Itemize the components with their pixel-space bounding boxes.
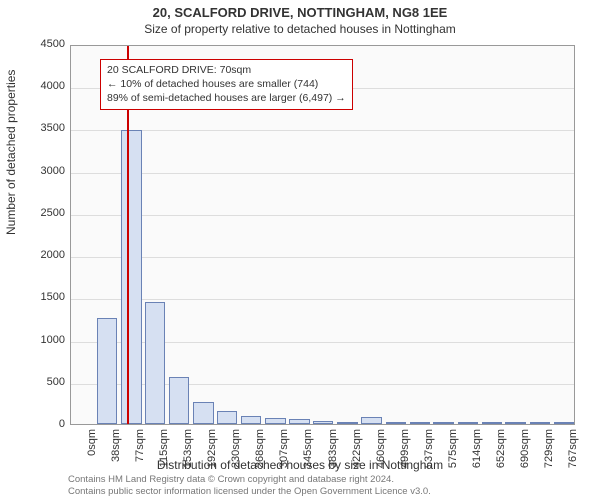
y-tick-label: 3500 — [15, 122, 65, 134]
x-tick-label: 652sqm — [495, 429, 507, 479]
info-line1: 20 SCALFORD DRIVE: 70sqm — [107, 63, 346, 77]
y-tick-label: 4500 — [15, 38, 65, 50]
histogram-bar — [145, 302, 165, 424]
y-tick-label: 3000 — [15, 165, 65, 177]
x-tick-label: 460sqm — [375, 429, 387, 479]
gridline — [71, 299, 574, 300]
x-tick-label: 345sqm — [302, 429, 314, 479]
x-tick-label: 383sqm — [327, 429, 339, 479]
y-tick-label: 4000 — [15, 80, 65, 92]
histogram-bar — [313, 421, 333, 424]
histogram-bar — [386, 422, 406, 424]
histogram-bar — [289, 419, 309, 424]
y-tick-label: 1500 — [15, 291, 65, 303]
histogram-bar — [482, 422, 502, 424]
info-line2: ← 10% of detached houses are smaller (74… — [107, 77, 346, 91]
histogram-bar — [121, 130, 141, 424]
histogram-bar — [337, 422, 357, 424]
histogram-bar — [217, 411, 237, 424]
gridline — [71, 173, 574, 174]
x-tick-label: 307sqm — [278, 429, 290, 479]
histogram-bar — [505, 422, 525, 424]
footer-line2: Contains public sector information licen… — [68, 486, 431, 497]
histogram-bar — [265, 418, 285, 424]
chart-title-main: 20, SCALFORD DRIVE, NOTTINGHAM, NG8 1EE — [0, 5, 600, 20]
histogram-bar — [530, 422, 550, 424]
histogram-bar — [97, 318, 117, 424]
x-tick-label: 77sqm — [134, 429, 146, 479]
x-tick-label: 767sqm — [567, 429, 579, 479]
gridline — [71, 130, 574, 131]
x-tick-label: 268sqm — [254, 429, 266, 479]
x-tick-label: 230sqm — [230, 429, 242, 479]
histogram-bar — [554, 422, 574, 424]
histogram-bar — [193, 402, 213, 424]
histogram-bar — [361, 417, 381, 424]
x-tick-label: 192sqm — [206, 429, 218, 479]
info-line3: 89% of semi-detached houses are larger (… — [107, 91, 346, 105]
y-tick-label: 1000 — [15, 334, 65, 346]
x-tick-label: 115sqm — [158, 429, 170, 479]
x-tick-label: 499sqm — [399, 429, 411, 479]
x-tick-label: 38sqm — [110, 429, 122, 479]
x-tick-label: 690sqm — [519, 429, 531, 479]
info-box: 20 SCALFORD DRIVE: 70sqm← 10% of detache… — [100, 59, 353, 110]
chart-title-sub: Size of property relative to detached ho… — [0, 22, 600, 36]
x-tick-label: 614sqm — [471, 429, 483, 479]
histogram-bar — [410, 422, 430, 424]
x-tick-label: 729sqm — [543, 429, 555, 479]
x-tick-label: 422sqm — [351, 429, 363, 479]
y-tick-label: 2500 — [15, 207, 65, 219]
histogram-bar — [241, 416, 261, 424]
x-tick-label: 153sqm — [182, 429, 194, 479]
gridline — [71, 215, 574, 216]
y-tick-label: 0 — [15, 418, 65, 430]
x-tick-label: 537sqm — [423, 429, 435, 479]
y-tick-label: 2000 — [15, 249, 65, 261]
x-tick-label: 575sqm — [447, 429, 459, 479]
histogram-bar — [458, 422, 478, 424]
x-tick-label: 0sqm — [86, 429, 98, 479]
histogram-bar — [169, 377, 189, 424]
gridline — [71, 257, 574, 258]
histogram-bar — [433, 422, 453, 424]
y-tick-label: 500 — [15, 376, 65, 388]
